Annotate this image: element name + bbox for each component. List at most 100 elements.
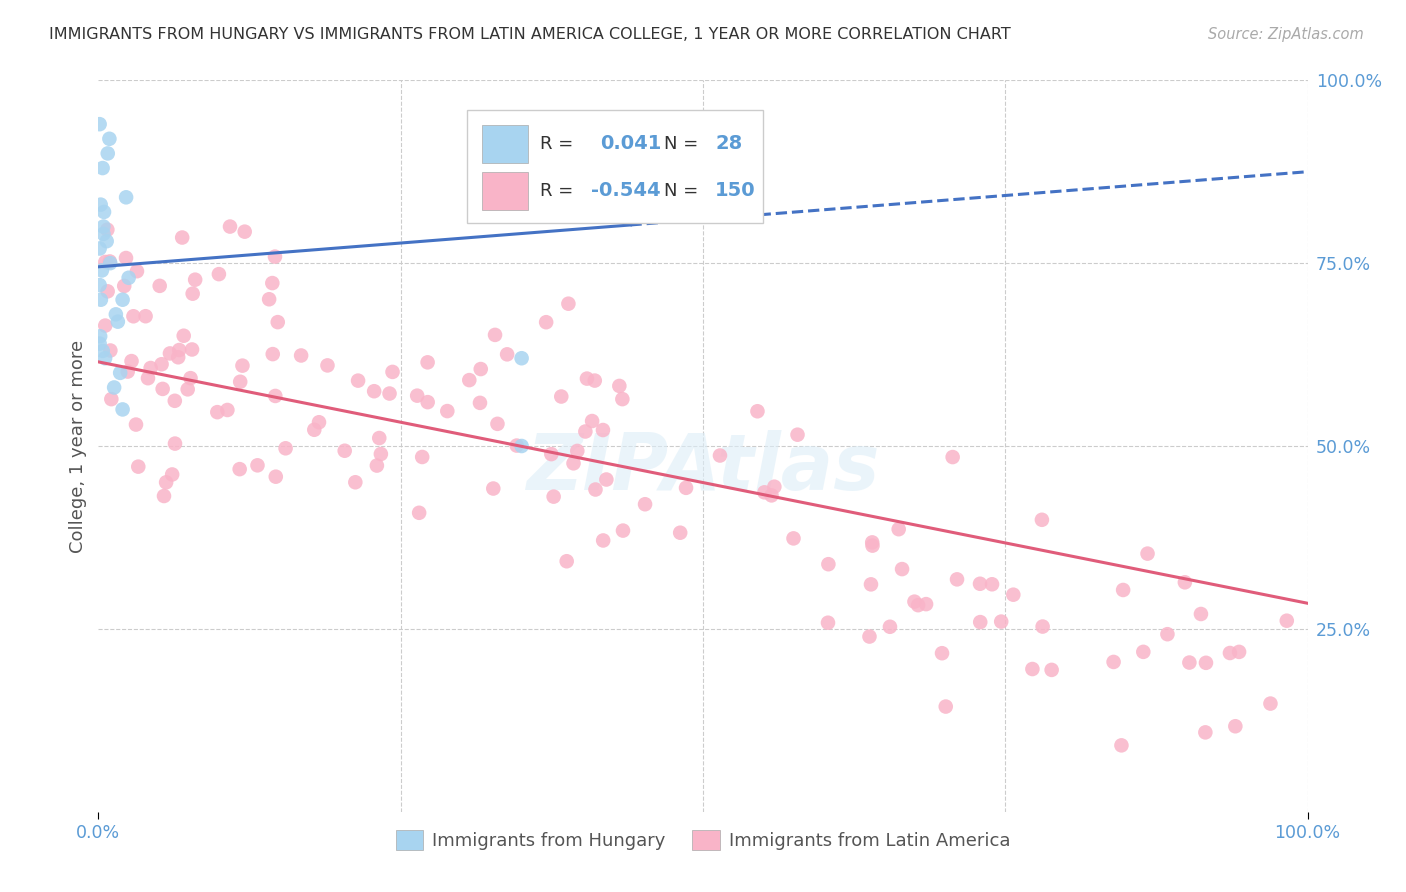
Point: [592, 423, 614, 437]
Point: [108, 366, 131, 380]
Point: [634, 497, 657, 511]
Point: [543, 490, 565, 504]
Point: [585, 483, 607, 497]
Text: -0.544: -0.544: [591, 181, 661, 200]
Point: [592, 533, 614, 548]
Text: 0.041: 0.041: [600, 135, 662, 153]
Point: [1194, 725, 1216, 739]
Point: [581, 414, 603, 428]
Point: [117, 365, 139, 379]
Point: [612, 392, 634, 406]
Point: [125, 417, 148, 432]
Point: [782, 532, 804, 546]
Point: [93, 227, 115, 241]
Point: [583, 374, 606, 388]
Point: [411, 450, 433, 464]
Point: [907, 598, 929, 612]
Point: [308, 415, 330, 429]
Point: [567, 444, 589, 458]
Point: [370, 447, 392, 461]
Point: [550, 390, 572, 404]
Text: Source: ZipAtlas.com: Source: ZipAtlas.com: [1208, 27, 1364, 42]
Point: [416, 395, 439, 409]
Point: [990, 615, 1012, 629]
Point: [347, 374, 370, 388]
Legend: Immigrants from Hungary, Immigrants from Latin America: Immigrants from Hungary, Immigrants from…: [388, 823, 1018, 857]
FancyBboxPatch shape: [482, 125, 527, 163]
Point: [90, 263, 112, 277]
Point: [931, 646, 953, 660]
Point: [167, 351, 190, 365]
Point: [887, 522, 910, 536]
Text: R =: R =: [540, 135, 574, 153]
Point: [267, 315, 290, 329]
Point: [96, 222, 118, 236]
Point: [482, 482, 505, 496]
Point: [89, 329, 111, 343]
Point: [274, 442, 297, 456]
Point: [406, 389, 429, 403]
Point: [93, 205, 115, 219]
Point: [121, 354, 143, 368]
Point: [127, 459, 149, 474]
Point: [111, 293, 134, 307]
Point: [262, 276, 284, 290]
Point: [484, 327, 506, 342]
Point: [1195, 656, 1218, 670]
Point: [817, 558, 839, 572]
Point: [93, 219, 115, 234]
Point: [496, 347, 519, 361]
Text: ZIPAtlas: ZIPAtlas: [526, 430, 880, 506]
Point: [1178, 656, 1201, 670]
Point: [181, 343, 204, 357]
Point: [257, 292, 280, 306]
Point: [231, 359, 253, 373]
Point: [98, 132, 121, 146]
Point: [139, 361, 162, 376]
Point: [468, 396, 491, 410]
Point: [1156, 627, 1178, 641]
Point: [316, 359, 339, 373]
Point: [1260, 697, 1282, 711]
Point: [562, 456, 585, 470]
Text: R =: R =: [540, 182, 574, 200]
Point: [228, 462, 250, 476]
Point: [1111, 739, 1133, 753]
Point: [378, 386, 401, 401]
Point: [111, 402, 134, 417]
Point: [458, 373, 481, 387]
Point: [98, 254, 121, 268]
Point: [1112, 582, 1135, 597]
Point: [97, 146, 120, 161]
Point: [416, 355, 439, 369]
Point: [167, 343, 190, 357]
Point: [89, 278, 111, 293]
Point: [159, 346, 181, 360]
Point: [264, 389, 287, 403]
Point: [1102, 655, 1125, 669]
Point: [709, 449, 731, 463]
Text: N =: N =: [664, 182, 699, 200]
Point: [470, 362, 492, 376]
Point: [135, 309, 157, 323]
Point: [534, 315, 557, 329]
Point: [879, 620, 901, 634]
Point: [1275, 614, 1298, 628]
Point: [1002, 588, 1025, 602]
Point: [612, 524, 634, 538]
Point: [946, 573, 969, 587]
Point: [903, 594, 925, 608]
Point: [1136, 547, 1159, 561]
Point: [153, 489, 176, 503]
Point: [219, 219, 242, 234]
Point: [262, 347, 284, 361]
Point: [540, 447, 562, 461]
Point: [233, 225, 256, 239]
Point: [557, 296, 579, 310]
Point: [891, 562, 914, 576]
Point: [112, 279, 135, 293]
Point: [149, 278, 172, 293]
Point: [1225, 719, 1247, 733]
Point: [89, 336, 111, 351]
Point: [969, 576, 991, 591]
